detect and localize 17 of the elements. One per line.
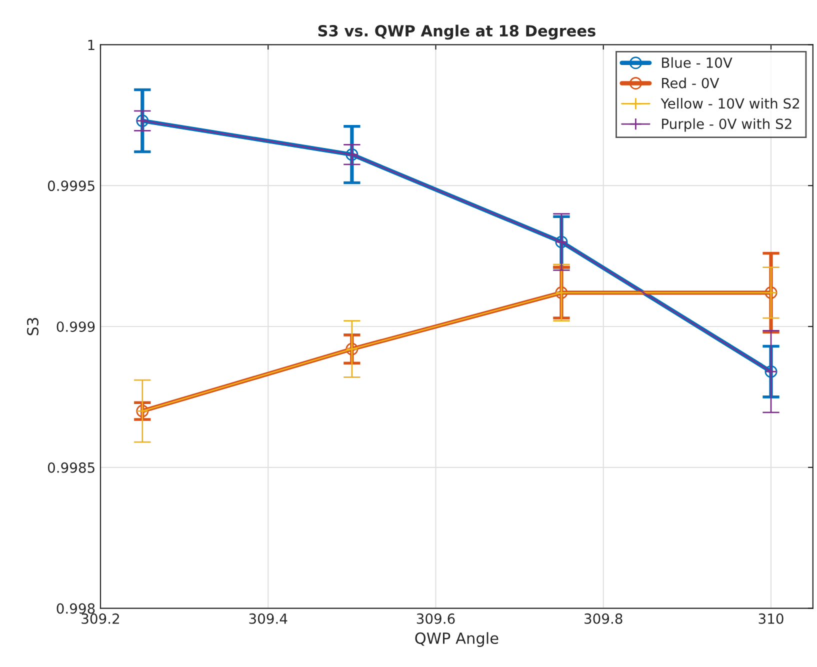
legend-label: Purple - 0V with S2	[662, 118, 792, 132]
legend-label: Red - 0V	[662, 78, 720, 88]
x-tick-label: 309.8	[584, 613, 622, 624]
x-axis-title: QWP Angle	[415, 632, 498, 647]
x-tick-label: 310	[758, 613, 784, 624]
y-tick-label: 0.9995	[48, 180, 94, 192]
x-tick-label: 309.6	[416, 613, 455, 624]
x-tick-label: 309.4	[249, 613, 288, 624]
x-tick-label: 309.2	[82, 613, 119, 624]
y-tick-label: 1	[88, 40, 94, 50]
y-tick-label: 0.9985	[48, 462, 94, 473]
legend-label: Yellow - 10V with S2	[660, 98, 800, 109]
y-tick-label: 0.999	[56, 321, 95, 332]
y-axis-title: S3	[26, 318, 39, 336]
y-tick-label: 0.998	[56, 603, 95, 614]
legend-label: Blue - 10V	[662, 57, 732, 68]
chart-title: S3 vs. QWP Angle at 18 Degrees	[318, 24, 596, 40]
